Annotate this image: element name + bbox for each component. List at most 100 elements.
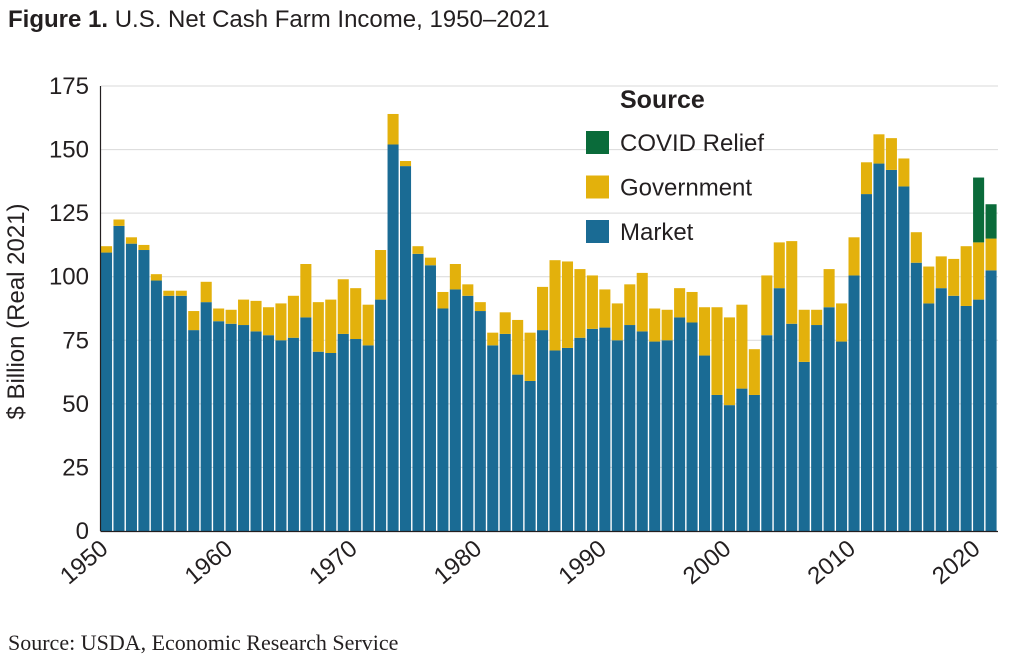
bar-government-1986	[549, 260, 561, 351]
bar-market-2000	[723, 405, 735, 531]
bar-government-2009	[836, 303, 848, 342]
bar-market-2005	[786, 323, 798, 531]
bar-market-1978	[449, 289, 461, 531]
bar-government-1978	[449, 264, 461, 290]
y-tick-label: 0	[76, 518, 89, 545]
x-tick-label: 1970	[304, 535, 362, 590]
bar-market-2018	[948, 295, 960, 531]
bar-market-1973	[387, 144, 399, 532]
bar-government-2019	[960, 246, 972, 306]
y-tick-label: 75	[62, 327, 89, 354]
bar-market-1995	[661, 340, 673, 531]
y-axis-label: $ Billion (Real 2021)	[3, 203, 30, 419]
bar-market-1994	[649, 341, 661, 531]
y-tick-label: 50	[62, 391, 89, 418]
bar-government-2012	[873, 134, 885, 164]
source-note: Source: USDA, Economic Research Service	[8, 630, 399, 655]
bar-market-2008	[823, 307, 835, 531]
bar-government-1985	[537, 286, 549, 331]
bar-market-1981	[487, 345, 499, 531]
bar-market-1951	[113, 225, 125, 532]
bar-government-1977	[437, 291, 449, 309]
bar-market-2009	[836, 341, 848, 531]
bar-market-1983	[512, 374, 524, 531]
bar-government-1982	[499, 312, 511, 334]
bar-government-1955	[163, 290, 175, 296]
bar-government-1992	[624, 284, 636, 326]
bar-government-1957	[188, 311, 200, 331]
bar-market-1988	[574, 337, 586, 531]
bar-market-2020	[973, 299, 985, 531]
bar-market-2006	[798, 361, 810, 531]
bar-market-1987	[561, 347, 574, 531]
bar-covid-relief-2020	[973, 177, 985, 243]
bar-market-1990	[599, 327, 611, 531]
bar-government-1994	[649, 308, 661, 342]
bar-market-1992	[624, 325, 636, 531]
legend-title: Source	[620, 86, 705, 114]
bar-government-1973	[387, 113, 399, 145]
legend: Source COVID Relief Government Market	[586, 86, 764, 246]
legend-swatch-market	[586, 220, 609, 243]
bar-government-1995	[661, 309, 673, 341]
bar-market-2011	[860, 194, 873, 531]
bar-government-1952	[125, 237, 137, 244]
legend-label-market: Market	[620, 219, 694, 246]
bar-market-1985	[537, 330, 549, 531]
legend-label-covid-relief: COVID Relief	[620, 130, 764, 157]
legend-swatch-government	[586, 175, 609, 199]
bar-market-1986	[549, 350, 561, 531]
bar-market-1950	[101, 252, 113, 531]
bar-market-1974	[400, 166, 412, 531]
bar-government-1991	[611, 303, 623, 341]
bar-market-1958	[200, 302, 212, 531]
figure-title-text: U.S. Net Cash Farm Income, 1950–2021	[114, 6, 550, 33]
bar-government-1967	[312, 302, 324, 352]
bar-government-1969	[337, 279, 349, 334]
bar-government-2008	[823, 269, 835, 308]
bar-government-1996	[674, 288, 686, 318]
bar-market-1999	[711, 394, 723, 531]
bar-government-1970	[350, 288, 362, 340]
bar-government-2016	[923, 266, 935, 304]
bar-government-2011	[860, 162, 873, 195]
bar-government-2018	[948, 258, 960, 296]
bar-market-1989	[586, 328, 598, 531]
figure-title: Figure 1. U.S. Net Cash Farm Income, 195…	[8, 6, 550, 34]
bar-market-2002	[748, 394, 760, 531]
bar-market-1970	[350, 339, 362, 531]
bar-market-1969	[337, 333, 349, 531]
bar-government-1979	[462, 284, 474, 296]
bar-government-1993	[636, 272, 648, 332]
bar-government-1962	[250, 300, 262, 332]
bar-government-1981	[487, 332, 499, 346]
bar-government-1997	[686, 291, 698, 323]
bar-market-1961	[238, 325, 250, 531]
bar-government-1960	[225, 309, 237, 324]
bar-market-1964	[275, 340, 287, 531]
bar-market-2010	[848, 275, 860, 531]
bar-government-2020	[973, 242, 985, 300]
bar-market-2004	[773, 288, 785, 531]
bar-government-1971	[362, 304, 374, 346]
bar-government-1987	[561, 261, 574, 348]
bar-government-1990	[599, 289, 611, 328]
bar-government-1974	[400, 161, 412, 167]
bar-market-1976	[424, 265, 436, 531]
bar-government-1972	[375, 250, 387, 300]
bar-government-1999	[711, 307, 723, 395]
bar-government-2010	[848, 237, 860, 276]
bar-government-1988	[574, 269, 586, 338]
bar-market-1982	[499, 333, 511, 531]
x-tick-label: 1990	[553, 535, 611, 590]
bar-market-1957	[188, 330, 200, 531]
bar-government-2014	[898, 158, 910, 187]
bar-government-2003	[761, 275, 773, 336]
bar-market-1967	[312, 351, 324, 531]
bar-government-2002	[748, 349, 760, 395]
bar-market-1984	[524, 380, 536, 531]
y-tick-label: 25	[62, 454, 89, 481]
bar-market-1966	[300, 317, 312, 531]
bar-market-1959	[213, 321, 225, 531]
bar-market-1977	[437, 308, 449, 531]
